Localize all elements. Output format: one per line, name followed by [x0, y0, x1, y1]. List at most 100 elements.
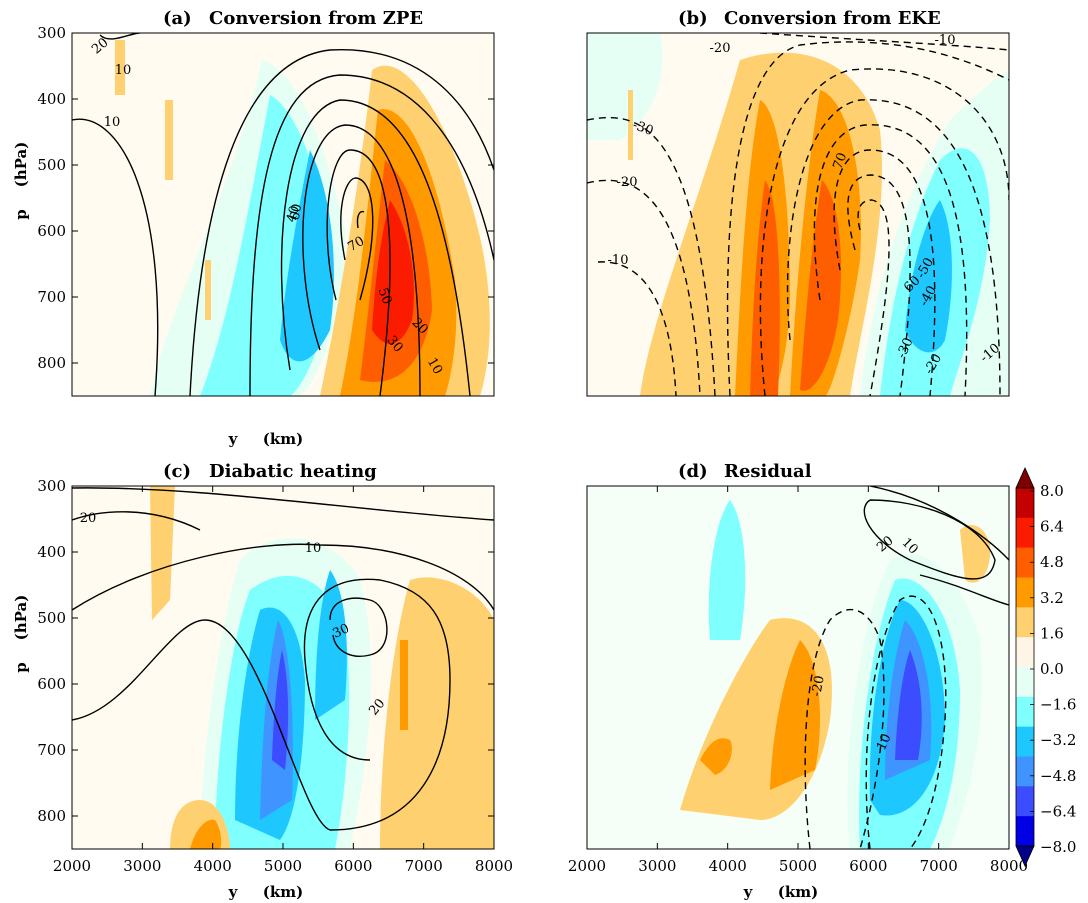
panel-d-xtick-label: 6000 — [849, 857, 887, 875]
panel-d-xtick-label: 3000 — [638, 857, 676, 875]
colorbar-top-extend — [1015, 467, 1035, 489]
colorbar-segment — [1016, 637, 1034, 668]
colorbar-tick-label: −3.2 — [1040, 731, 1076, 749]
colorbar-tick-label: −4.8 — [1040, 767, 1076, 785]
panel-b-contour-label: 70 — [831, 151, 851, 172]
panel-b-contour-20-left — [587, 179, 701, 396]
panel-c-orange-bottom-core — [190, 819, 222, 849]
panel-d-blue-core — [895, 650, 922, 760]
panel-a-ytick-label: 800 — [37, 354, 66, 372]
panel-c-ytick-label: 700 — [37, 741, 66, 759]
panel-c-xtick-label: 7000 — [405, 857, 443, 875]
panel-a-contour-50 — [326, 149, 391, 396]
panel-d-contour-10-lower — [919, 574, 1009, 606]
panel-a-streak-3 — [115, 40, 125, 95]
colorbar-segment — [1016, 667, 1034, 698]
panel-a-ytick-label: 300 — [37, 24, 66, 42]
panel-a-title: Conversion from ZPE — [209, 8, 423, 29]
panel-a-contour-label: 10 — [424, 355, 445, 377]
colorbar-tick-label: 6.4 — [1040, 518, 1064, 536]
panel-c-ylabel-unit: (hPa) — [12, 595, 30, 641]
panel-c-letter: (c) — [163, 461, 191, 482]
panel-a-streak-2 — [205, 260, 211, 320]
panel-b-ring-6 — [857, 199, 890, 396]
panel-d-orange-core — [770, 640, 820, 790]
panel-c-xtick-label: 6000 — [334, 857, 372, 875]
panel-b-contour-20-top — [726, 41, 1009, 396]
panel-c-contour-20-ring — [303, 578, 451, 831]
panel-c-title: Diabatic heating — [209, 461, 377, 482]
panel-b-frame — [586, 32, 1010, 397]
panel-b-cyan-left — [587, 33, 663, 140]
panel-b-title: Conversion from EKE — [724, 8, 941, 29]
panel-c-contour-label: 20 — [80, 511, 97, 526]
panel-d-cyan-left — [708, 500, 746, 640]
panel-a-streak — [165, 100, 173, 180]
panel-c-xtick-label: 4000 — [194, 857, 232, 875]
panel-b-contour-10-left — [597, 261, 677, 396]
panel-c-contour-20-left — [72, 619, 331, 831]
panel-a-negative-core — [280, 150, 334, 362]
colorbar-tick-label: 4.8 — [1040, 553, 1064, 571]
panel-b-ring-2 — [786, 99, 1001, 396]
panel-c-xtick-label: 5000 — [264, 857, 302, 875]
panel-b-ring-1 — [759, 68, 1009, 396]
panel-c-ytick-label: 800 — [37, 807, 66, 825]
panel-a-xlabel-unit: (km) — [263, 430, 303, 448]
colorbar-tick-label: −1.6 — [1040, 696, 1076, 714]
colorbar-segment — [1016, 756, 1034, 787]
colorbar-segment — [1016, 488, 1034, 519]
panel-a-contour-label: 40 — [284, 204, 303, 224]
colorbar-segment — [1016, 696, 1034, 728]
panel-c-xlabel: y — [228, 883, 239, 901]
panel-a-contour-label: 70 — [345, 234, 367, 255]
colorbar-tick-label: 3.2 — [1040, 589, 1064, 607]
panel-c-ytick-label: 300 — [37, 477, 66, 495]
panel-c-contour-10 — [72, 543, 494, 611]
colorbar-segment — [1016, 786, 1034, 817]
panel-a-contour-20 — [249, 74, 494, 396]
panel-a-contour-label: 10 — [115, 63, 132, 78]
panel-a-xlabel: y — [228, 430, 239, 448]
panel-d-xtick-label: 7000 — [920, 857, 958, 875]
panel-b-letter: (b) — [678, 8, 708, 29]
panel-c-ytick-label: 500 — [37, 609, 66, 627]
panel-a-frame — [71, 32, 495, 397]
panel-d-orange-left — [700, 738, 732, 775]
panel-d-xlabel-unit: (km) — [778, 883, 818, 901]
panel-c-orange-right — [380, 577, 494, 849]
panel-a-contour-label: 50 — [375, 286, 395, 307]
panel-a-ytick-label: 600 — [37, 222, 66, 240]
panel-b-contour-label: -30 — [630, 118, 655, 139]
panel-a-contour-40 — [302, 124, 421, 396]
panel-b-contour-label: -10 — [935, 33, 956, 48]
panel-a-contour-70 — [356, 210, 365, 229]
panel-a-positive-core — [372, 200, 414, 344]
panel-b-red-col-1 — [750, 180, 780, 396]
panel-c-ytick-label: 600 — [37, 675, 66, 693]
colorbar-segment — [1016, 816, 1034, 847]
panel-d-letter: (d) — [678, 461, 708, 482]
panel-a-letter: (a) — [163, 8, 192, 29]
panel-c-contour-20-top — [72, 511, 201, 531]
panel-a-ytick-label: 700 — [37, 288, 66, 306]
panel-a — [71, 32, 495, 397]
panel-c-xtick-label: 3000 — [123, 857, 161, 875]
colorbar-segment — [1016, 577, 1034, 608]
panel-b-streak — [628, 90, 633, 160]
panel-a-contour-30 — [280, 99, 471, 396]
panel-b-contour-label: -20 — [710, 41, 731, 56]
colorbar-segment — [1016, 607, 1034, 638]
panel-d-contour-label: -20 — [809, 674, 827, 697]
panel-a-contour-60 — [340, 177, 374, 301]
panel-b-cyan-right-core — [905, 200, 952, 353]
panel-a-contour-label: 60 — [288, 203, 306, 222]
panel-a-shading — [72, 33, 494, 396]
panel-b-ring-3 — [813, 124, 968, 396]
panel-b-contour-30 — [587, 116, 716, 396]
panel-c-shading — [72, 486, 494, 849]
panel-d-xtick-label: 2000 — [568, 857, 606, 875]
panel-b-ring-5 — [847, 174, 911, 396]
colorbar-tick-label: −6.4 — [1040, 802, 1076, 820]
